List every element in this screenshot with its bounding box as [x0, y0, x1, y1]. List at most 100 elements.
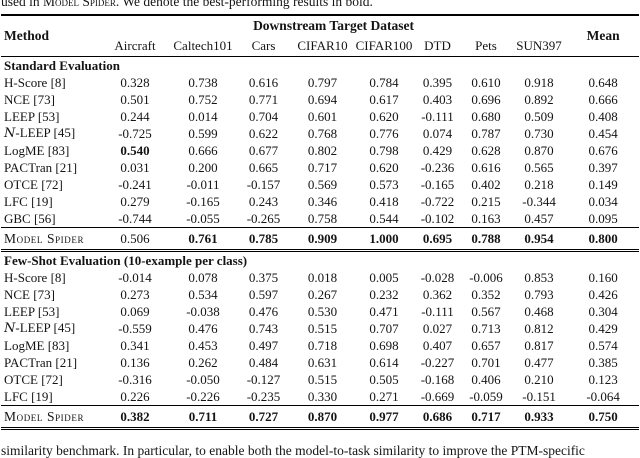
value-cell: 0.713: [471, 320, 501, 336]
caption-text-pre: used in: [1, 0, 43, 9]
value-cell: 0.406: [471, 371, 501, 387]
value-cell: 0.569: [307, 176, 338, 192]
value-cell: -0.236: [420, 159, 455, 175]
table-row: LEEP [53] 0.069 -0.038 0.476 0.530 0.471 -0.11…: [1, 303, 639, 320]
value-cell: 0.666: [588, 91, 618, 107]
table-caption-clipped: used in Model Spider. We denote the best…: [1, 0, 373, 9]
value-cell: 0.574: [588, 337, 618, 353]
value-cell: 0.330: [307, 388, 338, 404]
table-row: N-LEEP [45] -0.559 0.476 0.743 0.515 0.707 0.0…: [1, 320, 639, 337]
value-cell: 0.515: [307, 371, 338, 387]
value-cell: 0.787: [471, 125, 501, 141]
table-row: LogME [83] 0.540 0.666 0.677 0.802 0.798 0.429…: [1, 142, 639, 159]
value-cell: 0.620: [369, 159, 399, 175]
method-cell: NCE [73]: [4, 91, 55, 107]
value-cell: -0.226: [186, 388, 220, 404]
value-cell: 0.136: [120, 354, 150, 370]
value-cell: -0.235: [246, 388, 281, 404]
body-text-clipped: similarity benchmark. In particular, to …: [1, 443, 585, 458]
value-cell: 0.686: [414, 405, 461, 430]
value-cell: 0.676: [588, 142, 618, 158]
value-cell: -0.050: [186, 371, 220, 387]
value-cell: 0.397: [588, 159, 618, 175]
table-row: LogME [83] 0.341 0.453 0.497 0.718 0.698 0.407…: [1, 337, 639, 354]
value-cell: 0.074: [422, 125, 453, 141]
value-cell: 0.505: [369, 371, 399, 387]
value-cell: 0.403: [422, 91, 453, 107]
value-cell: -0.038: [186, 303, 220, 319]
value-cell: 0.402: [471, 176, 501, 192]
column-header-mean: Mean: [567, 15, 640, 57]
value-cell: 0.362: [422, 286, 453, 302]
value-cell: 0.453: [188, 337, 218, 353]
value-cell: 0.244: [120, 108, 150, 124]
script-letter: N: [4, 321, 16, 336]
value-cell: -0.725: [118, 125, 152, 141]
value-cell: 0.226: [120, 388, 150, 404]
value-cell: 0.892: [524, 91, 554, 107]
value-cell: 0.273: [120, 286, 150, 302]
value-cell: 0.018: [307, 269, 338, 285]
value-cell: 0.717: [307, 159, 338, 175]
column-header-dataset: Aircraft: [100, 36, 170, 57]
method-cell: LEEP [53]: [4, 108, 60, 124]
method-cell: PACTran [21]: [4, 354, 78, 370]
value-cell: 0.870: [524, 142, 554, 158]
value-cell: -0.111: [421, 303, 454, 319]
value-cell: 0.771: [248, 91, 279, 107]
value-cell: 0.544: [369, 210, 399, 226]
method-cell: GBC [56]: [4, 210, 56, 226]
value-cell: 0.802: [307, 142, 338, 158]
value-cell: 0.573: [369, 176, 399, 192]
value-cell: -0.316: [118, 371, 152, 387]
value-cell: 0.484: [248, 354, 279, 370]
value-cell: 0.279: [120, 193, 150, 209]
value-cell: -0.059: [469, 388, 503, 404]
method-cell: LEEP [53]: [4, 303, 60, 319]
value-cell: -0.127: [246, 371, 281, 387]
column-header-dataset: Cars: [236, 36, 291, 57]
value-cell: 0.014: [188, 108, 218, 124]
value-cell: 0.534: [188, 286, 218, 302]
value-cell: 0.078: [188, 269, 218, 285]
value-cell: 0.750: [567, 405, 640, 430]
value-cell: 0.695: [414, 227, 461, 252]
table-row: N-LEEP [45] -0.725 0.599 0.622 0.768 0.776 0.0…: [1, 125, 639, 142]
value-cell: 0.798: [369, 142, 399, 158]
method-cell: N-LEEP [45]: [4, 320, 76, 336]
value-cell: 0.909: [291, 227, 354, 252]
value-cell: 0.328: [120, 74, 150, 90]
column-header-dataset: CIFAR10: [291, 36, 354, 57]
value-cell: 0.631: [307, 354, 338, 370]
value-cell: 0.232: [369, 286, 399, 302]
value-cell: 0.218: [524, 176, 554, 192]
column-group-header: Downstream Target Dataset: [253, 18, 415, 33]
value-cell: 0.352: [471, 286, 501, 302]
value-cell: 0.694: [307, 91, 338, 107]
value-cell: 0.418: [369, 193, 399, 209]
caption-brand: Model Spider: [43, 0, 116, 9]
value-cell: -0.028: [420, 269, 455, 285]
value-cell: 0.477: [524, 354, 554, 370]
caption-text-post: . We denote the best-performing results …: [115, 0, 373, 9]
value-cell: 0.665: [248, 159, 279, 175]
value-cell: 0.506: [100, 227, 170, 252]
value-cell: 0.918: [524, 74, 554, 90]
value-cell: 0.761: [170, 227, 236, 252]
method-cell: Model Spider: [1, 405, 100, 430]
value-cell: -0.165: [186, 193, 220, 209]
value-cell: 0.718: [307, 337, 338, 353]
value-cell: -0.559: [118, 320, 152, 336]
value-cell: 0.817: [524, 337, 554, 353]
value-cell: 0.711: [170, 405, 236, 430]
value-cell: 0.617: [369, 91, 399, 107]
value-cell: 0.698: [369, 337, 399, 353]
column-header-method: Method: [1, 15, 100, 57]
value-cell: 0.853: [524, 269, 554, 285]
method-cell: LogME [83]: [4, 337, 70, 353]
value-cell: 0.476: [248, 303, 279, 319]
method-cell: H-Score [8]: [4, 269, 66, 285]
method-cell: N-LEEP [45]: [4, 125, 76, 141]
value-cell: 0.027: [422, 320, 453, 336]
